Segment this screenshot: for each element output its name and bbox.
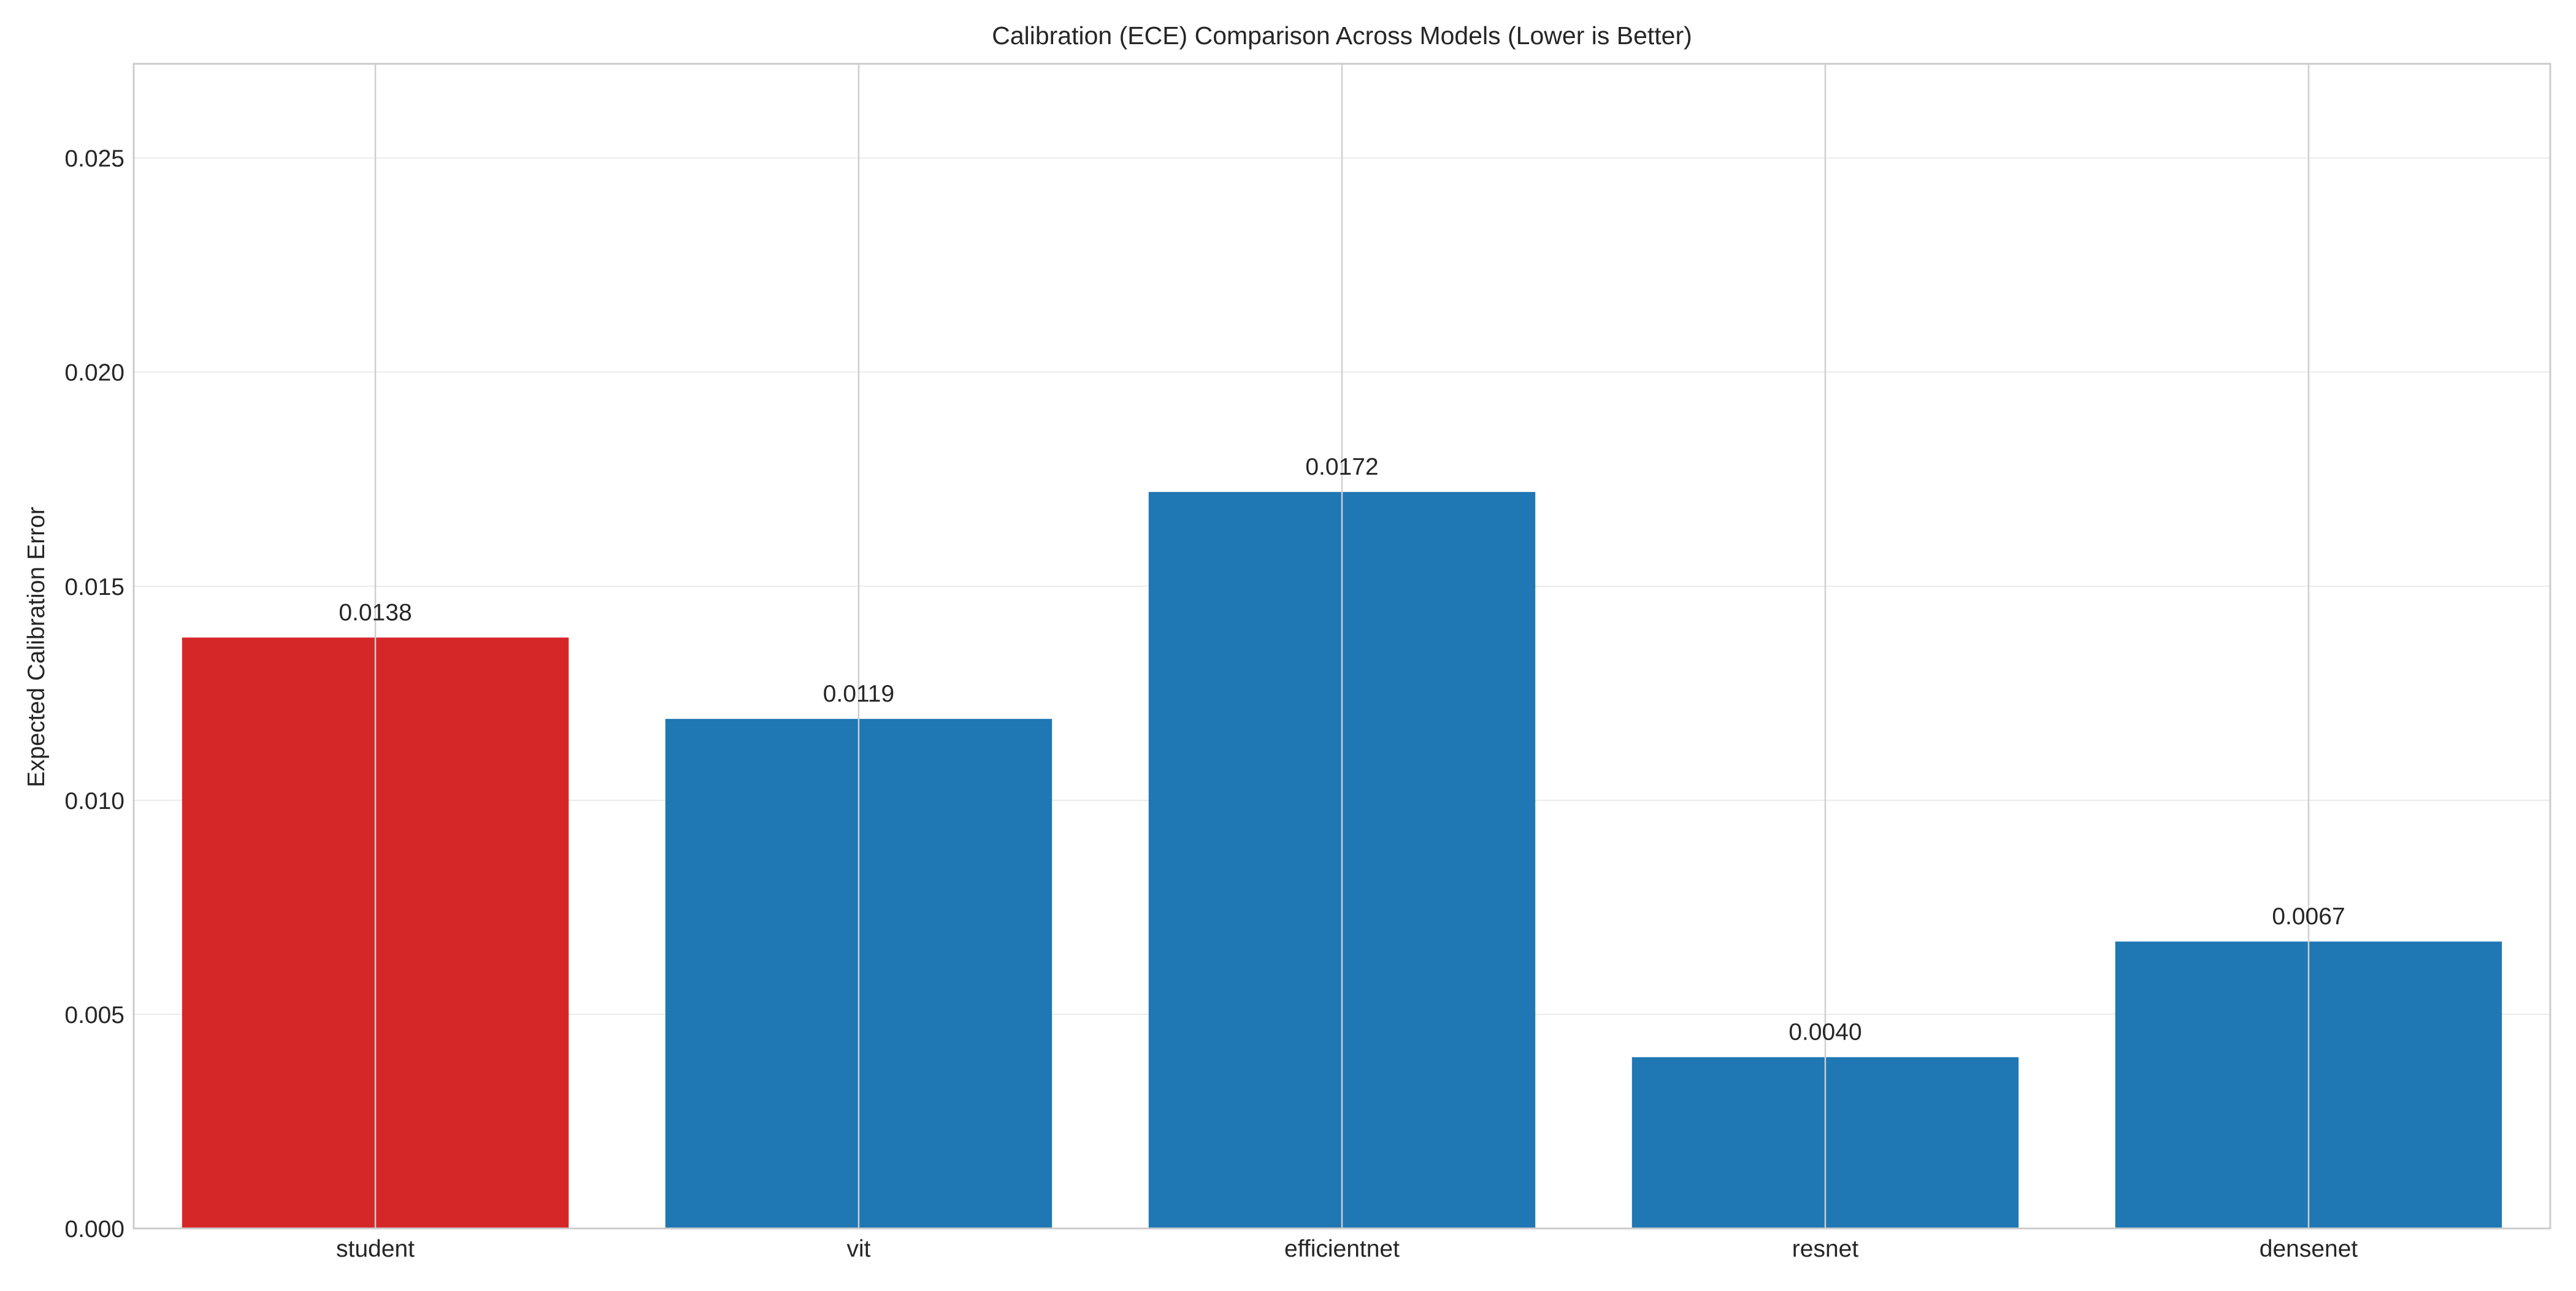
y-axis-label: Expected Calibration Error: [23, 507, 50, 787]
y-tick-label: 0.025: [64, 146, 125, 172]
x-tick-label: vit: [847, 1236, 871, 1262]
value-label: 0.0119: [823, 681, 894, 707]
labels-layer: 0.0138 0.0119 0.0172 0.0040 0.0067 student vit…: [64, 146, 2358, 1262]
y-tick-label: 0.015: [64, 574, 125, 600]
y-tick-label: 0.020: [64, 360, 125, 386]
axes-frame: [132, 63, 2551, 1230]
x-tick-label: student: [336, 1236, 415, 1262]
value-label: 0.0067: [2272, 903, 2345, 930]
y-tick-label: 0.000: [64, 1216, 125, 1243]
value-label: 0.0138: [339, 600, 412, 626]
y-tick-label: 0.005: [64, 1002, 125, 1029]
plot-frame: [132, 63, 2551, 1230]
chart-title: Calibration (ECE) Comparison Across Mode…: [992, 21, 1692, 50]
value-label: 0.0040: [1788, 1019, 1861, 1046]
y-tick-label: 0.010: [64, 788, 125, 814]
value-label: 0.0172: [1305, 454, 1378, 480]
x-tick-label: resnet: [1792, 1236, 1859, 1262]
x-tick-label: densenet: [2260, 1236, 2358, 1262]
x-tick-label: efficientnet: [1284, 1236, 1400, 1262]
